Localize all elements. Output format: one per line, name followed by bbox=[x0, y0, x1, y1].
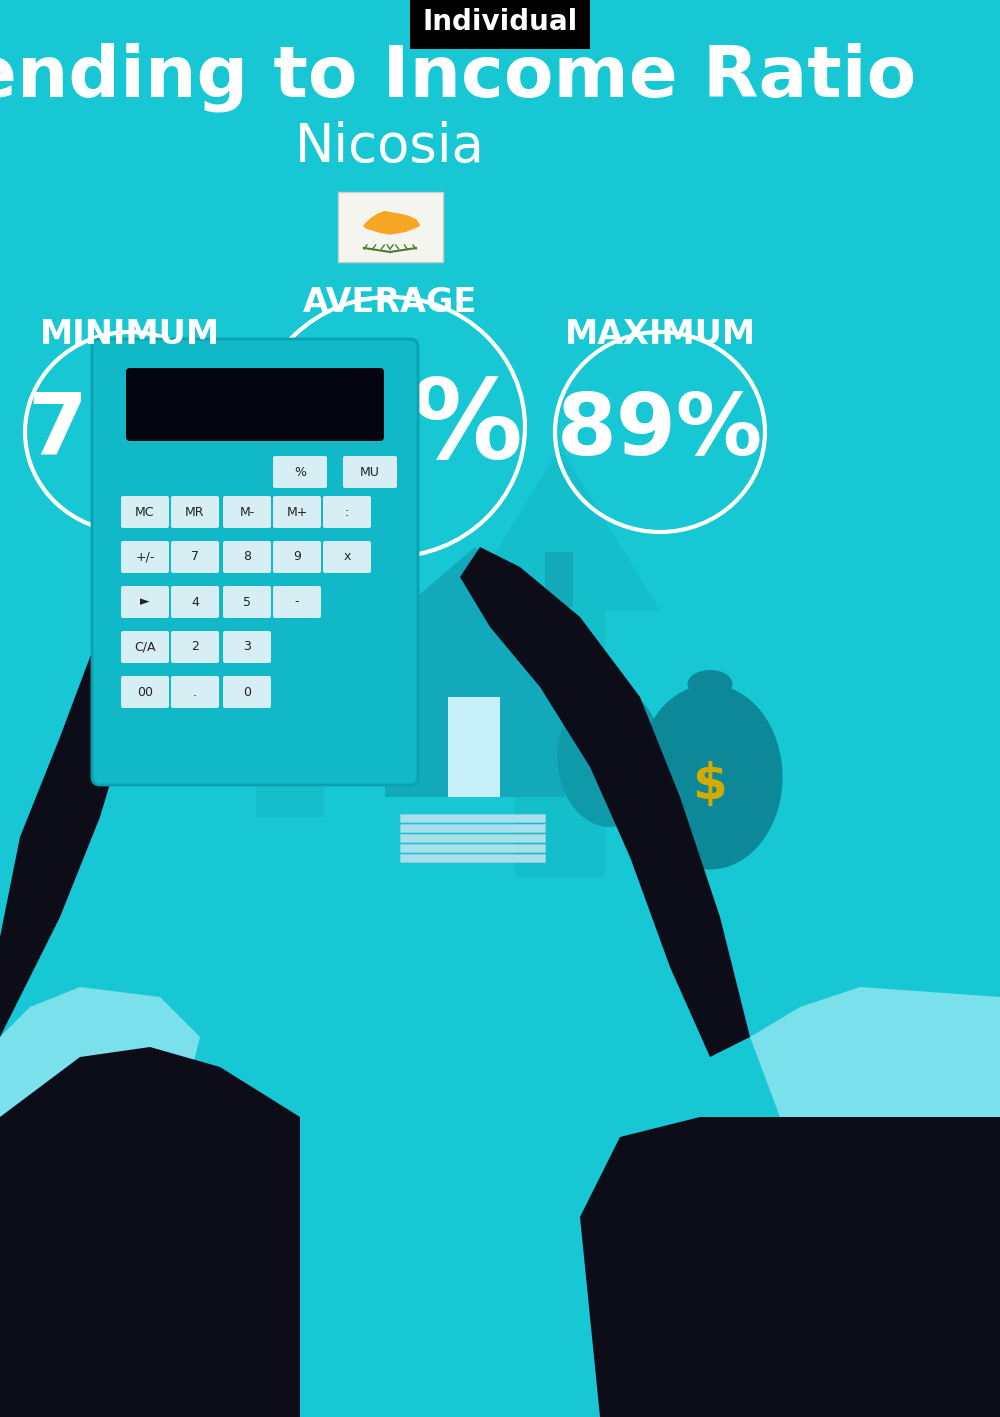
Text: +/-: +/- bbox=[135, 550, 155, 564]
Text: C/A: C/A bbox=[134, 640, 156, 653]
FancyBboxPatch shape bbox=[223, 631, 271, 663]
Bar bbox=[400, 825, 545, 832]
Ellipse shape bbox=[592, 676, 628, 699]
Text: ►: ► bbox=[140, 595, 150, 608]
Text: MAXIMUM: MAXIMUM bbox=[564, 319, 756, 351]
Text: :: : bbox=[345, 506, 349, 519]
Text: 89%: 89% bbox=[557, 391, 763, 473]
FancyBboxPatch shape bbox=[223, 676, 271, 708]
Ellipse shape bbox=[638, 684, 782, 870]
FancyBboxPatch shape bbox=[121, 541, 169, 572]
FancyBboxPatch shape bbox=[171, 631, 219, 663]
Polygon shape bbox=[750, 988, 1000, 1117]
Bar bbox=[400, 845, 545, 852]
Bar bbox=[545, 553, 573, 606]
Bar bbox=[448, 697, 500, 796]
FancyBboxPatch shape bbox=[323, 496, 371, 529]
FancyBboxPatch shape bbox=[273, 541, 321, 572]
Text: MU: MU bbox=[360, 466, 380, 479]
Text: M-: M- bbox=[239, 506, 255, 519]
FancyBboxPatch shape bbox=[273, 496, 321, 529]
Text: 72%: 72% bbox=[27, 391, 233, 473]
Bar bbox=[256, 612, 324, 818]
Text: MR: MR bbox=[185, 506, 205, 519]
Ellipse shape bbox=[688, 670, 732, 699]
FancyBboxPatch shape bbox=[343, 456, 397, 487]
FancyBboxPatch shape bbox=[323, 541, 371, 572]
Text: 7: 7 bbox=[191, 550, 199, 564]
Text: 2: 2 bbox=[191, 640, 199, 653]
Polygon shape bbox=[364, 211, 419, 234]
Text: Nicosia: Nicosia bbox=[295, 120, 485, 173]
Text: 0: 0 bbox=[243, 686, 251, 699]
Bar bbox=[385, 635, 565, 796]
Text: 4: 4 bbox=[191, 595, 199, 608]
Text: %: % bbox=[294, 466, 306, 479]
Text: AVERAGE: AVERAGE bbox=[303, 285, 477, 319]
Polygon shape bbox=[460, 446, 660, 611]
Text: Individual: Individual bbox=[422, 9, 578, 35]
Text: 81%: 81% bbox=[257, 374, 523, 480]
Bar bbox=[400, 835, 545, 842]
Text: x: x bbox=[343, 550, 351, 564]
FancyBboxPatch shape bbox=[273, 456, 327, 487]
FancyBboxPatch shape bbox=[273, 587, 321, 618]
FancyBboxPatch shape bbox=[223, 541, 271, 572]
Text: 00: 00 bbox=[137, 686, 153, 699]
FancyBboxPatch shape bbox=[171, 496, 219, 529]
Polygon shape bbox=[460, 547, 750, 1057]
Text: $: $ bbox=[597, 745, 623, 779]
Text: MC: MC bbox=[135, 506, 155, 519]
Polygon shape bbox=[370, 547, 580, 638]
Text: 9: 9 bbox=[293, 550, 301, 564]
FancyBboxPatch shape bbox=[126, 368, 384, 441]
FancyBboxPatch shape bbox=[223, 587, 271, 618]
FancyBboxPatch shape bbox=[121, 631, 169, 663]
Text: MINIMUM: MINIMUM bbox=[40, 319, 220, 351]
FancyBboxPatch shape bbox=[171, 587, 219, 618]
FancyBboxPatch shape bbox=[121, 587, 169, 618]
Text: 3: 3 bbox=[243, 640, 251, 653]
Polygon shape bbox=[0, 1047, 300, 1417]
Text: $: $ bbox=[693, 761, 727, 809]
FancyBboxPatch shape bbox=[171, 676, 219, 708]
Ellipse shape bbox=[558, 687, 662, 828]
Text: Spending to Income Ratio: Spending to Income Ratio bbox=[0, 43, 916, 112]
Polygon shape bbox=[215, 487, 365, 612]
Bar bbox=[400, 813, 545, 822]
Polygon shape bbox=[0, 547, 220, 1037]
FancyBboxPatch shape bbox=[92, 339, 418, 785]
Text: 5: 5 bbox=[243, 595, 251, 608]
Bar bbox=[515, 611, 605, 877]
Polygon shape bbox=[0, 988, 200, 1117]
FancyBboxPatch shape bbox=[121, 676, 169, 708]
Text: M+: M+ bbox=[286, 506, 308, 519]
FancyBboxPatch shape bbox=[121, 496, 169, 529]
Polygon shape bbox=[580, 1117, 1000, 1417]
Bar bbox=[400, 854, 545, 862]
FancyBboxPatch shape bbox=[171, 541, 219, 572]
Text: 8: 8 bbox=[243, 550, 251, 564]
Text: .: . bbox=[193, 686, 197, 699]
Text: -: - bbox=[295, 595, 299, 608]
FancyBboxPatch shape bbox=[223, 496, 271, 529]
FancyBboxPatch shape bbox=[338, 191, 442, 262]
